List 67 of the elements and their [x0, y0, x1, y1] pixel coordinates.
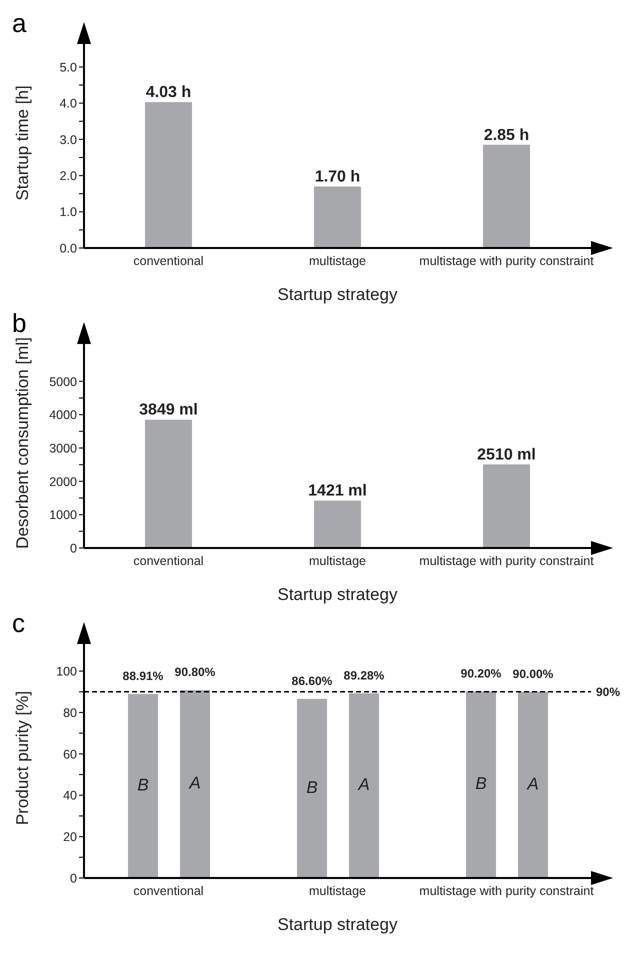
ref-line-label: 90%	[596, 685, 620, 700]
y-tick-label: 60	[63, 747, 78, 762]
data-label: 3849 ml	[139, 402, 198, 419]
bar	[297, 698, 327, 878]
series-label: A	[357, 775, 370, 794]
bar	[518, 692, 548, 878]
y-tick-label: 4.0	[60, 96, 78, 111]
chart-title: c	[12, 608, 25, 639]
y-tick-label: 2000	[49, 474, 78, 489]
x-tick-label: conventional	[133, 254, 204, 268]
y-axis-title: Product purity [%]	[13, 690, 32, 826]
text: A	[527, 774, 539, 794]
x-axis-title: Startup strategy	[277, 585, 398, 604]
data-label: 90.00%	[512, 666, 554, 681]
data-label: 4.03 h	[146, 84, 192, 102]
x-tick-label: multistage	[309, 254, 366, 268]
y-tick-label: 0.0	[60, 241, 78, 256]
y-axis-title: Desorbent consumption [ml]	[13, 337, 32, 549]
x-axis-title: Startup strategy	[277, 285, 398, 304]
y-tick-label: 80	[63, 706, 78, 720]
data-label: 89.28%	[344, 668, 385, 682]
bar	[483, 464, 530, 548]
y-tick-label: 5000	[49, 374, 78, 389]
data-label: 90.20%	[460, 666, 502, 680]
text: B	[475, 774, 487, 794]
y-tick-label: 1.0	[60, 205, 78, 220]
data-label: 2510 ml	[477, 446, 536, 464]
y-tick-label: 0	[70, 871, 78, 886]
bar	[483, 144, 530, 248]
bar	[145, 420, 192, 548]
data-label: 1.70 h	[314, 168, 360, 186]
x-tick-label: multistage with purity constraint	[419, 884, 594, 898]
bar	[180, 690, 210, 878]
y-tick-label: 5.0	[60, 60, 78, 74]
y-tick-label: 100	[56, 664, 78, 679]
data-label: 88.91%	[122, 669, 164, 684]
x-tick-label: multistage	[309, 884, 366, 898]
x-tick-label: multistage with purity constraint	[419, 554, 594, 568]
x-tick-label: conventional	[133, 554, 204, 568]
y-tick-label: 20	[63, 830, 78, 844]
y-tick-label: 0	[70, 541, 78, 556]
x-axis-title: Startup strategy	[277, 915, 398, 934]
bar	[466, 691, 496, 878]
series-label: B	[306, 778, 318, 797]
y-tick-label: 2.0	[60, 169, 78, 184]
text: B	[137, 776, 149, 795]
bar	[145, 102, 192, 248]
x-tick-label: multistage	[309, 554, 366, 568]
y-tick-label: 3000	[49, 441, 78, 456]
y-tick-label: 40	[63, 788, 78, 803]
data-label: 86.60%	[292, 674, 333, 688]
data-label: 2.85 h	[484, 126, 530, 144]
bar	[314, 500, 361, 548]
text: A	[189, 774, 201, 793]
chart-title: b	[12, 308, 26, 338]
y-tick-label: 3.0	[60, 132, 78, 147]
x-tick-label: multistage with purity constraint	[419, 254, 594, 268]
bar	[128, 694, 158, 878]
bar	[314, 186, 361, 248]
chart-title: a	[12, 8, 26, 39]
data-label: 90.80%	[174, 665, 216, 680]
y-axis-title: Startup time [h]	[13, 85, 32, 201]
data-label: 1421 ml	[308, 482, 367, 500]
y-tick-label: 4000	[49, 408, 78, 422]
y-tick-label: 1000	[49, 508, 78, 522]
bar	[349, 693, 379, 878]
x-tick-label: conventional	[133, 884, 204, 898]
